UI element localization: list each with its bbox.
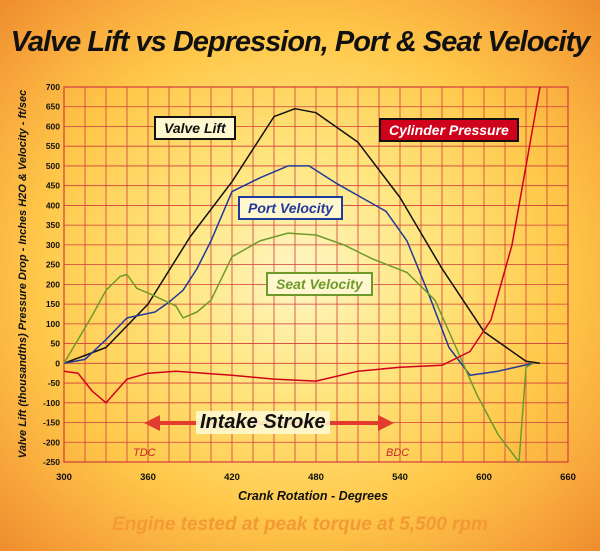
chart-title: Valve Lift vs Depression, Port & Seat Ve… xyxy=(10,26,591,58)
y-tick-label: 350 xyxy=(46,220,60,230)
y-tick-label: 250 xyxy=(46,260,60,270)
legend-seat-velocity: Seat Velocity xyxy=(266,272,373,296)
intake-stroke-label: Intake Stroke xyxy=(196,411,330,434)
x-tick-label: 480 xyxy=(308,472,324,483)
x-tick-label: 420 xyxy=(224,472,240,483)
y-tick-label: -100 xyxy=(43,398,60,408)
y-tick-label: 150 xyxy=(46,299,60,309)
series-lines xyxy=(63,86,541,463)
y-tick-label: 600 xyxy=(46,121,60,131)
y-tick-label: 0 xyxy=(55,358,60,368)
x-tick-label: 540 xyxy=(392,472,408,483)
y-tick-label: 200 xyxy=(46,279,60,289)
y-tick-label: 100 xyxy=(46,319,60,329)
y-tick-label: 650 xyxy=(46,102,60,112)
series-line-port-velocity xyxy=(63,165,534,376)
y-tick-label: 400 xyxy=(46,200,60,210)
y-tick-label: -50 xyxy=(48,378,61,388)
legend-cylinder-pressure: Cylinder Pressure xyxy=(379,118,519,142)
y-axis-label: Valve Lift (thousandths) Pressure Drop -… xyxy=(17,90,29,458)
y-tick-label: 300 xyxy=(46,240,60,250)
tick-labels: 7006506005505004504003503002502001501005… xyxy=(43,82,576,483)
x-tick-label: 300 xyxy=(56,472,72,483)
x-tick-label: 600 xyxy=(476,472,492,483)
y-tick-label: 450 xyxy=(46,181,60,191)
footer-note: Engine tested at peak torque at 5,500 rp… xyxy=(112,514,488,535)
series-line-seat-velocity xyxy=(63,232,534,463)
x-tick-label: 660 xyxy=(560,472,576,483)
x-tick-label: 360 xyxy=(140,472,156,483)
y-tick-label: 550 xyxy=(46,141,60,151)
legend-port-velocity: Port Velocity xyxy=(238,196,344,220)
y-tick-label: -200 xyxy=(43,437,60,447)
tdc-annotation: TDC xyxy=(133,447,156,459)
x-axis-label: Crank Rotation - Degrees xyxy=(238,489,388,503)
series-line-valve-lift xyxy=(63,107,541,365)
y-tick-label: 500 xyxy=(46,161,60,171)
bdc-annotation: BDC xyxy=(386,447,410,459)
legend-valve-lift: Valve Lift xyxy=(154,116,236,140)
series-line-cylinder-pressure xyxy=(63,86,541,404)
y-tick-label: 50 xyxy=(51,339,61,349)
plot-border xyxy=(63,86,569,463)
y-tick-label: 700 xyxy=(46,82,60,92)
y-tick-label: -250 xyxy=(43,457,60,467)
y-tick-label: -150 xyxy=(43,418,60,428)
